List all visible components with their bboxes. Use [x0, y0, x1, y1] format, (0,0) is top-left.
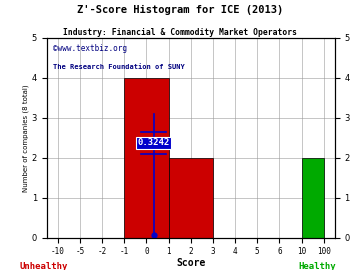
Text: The Research Foundation of SUNY: The Research Foundation of SUNY — [53, 64, 184, 70]
Text: Unhealthy: Unhealthy — [19, 262, 67, 270]
X-axis label: Score: Score — [176, 258, 206, 268]
Bar — [302, 158, 324, 238]
Text: Z'-Score Histogram for ICE (2013): Z'-Score Histogram for ICE (2013) — [77, 5, 283, 15]
Y-axis label: Number of companies (8 total): Number of companies (8 total) — [22, 84, 29, 191]
Text: Healthy: Healthy — [298, 262, 336, 270]
Bar — [124, 78, 168, 238]
Text: 0.3242: 0.3242 — [138, 138, 170, 147]
Text: ©www.textbiz.org: ©www.textbiz.org — [53, 44, 127, 53]
Text: Industry: Financial & Commodity Market Operators: Industry: Financial & Commodity Market O… — [63, 28, 297, 37]
Bar — [168, 158, 213, 238]
